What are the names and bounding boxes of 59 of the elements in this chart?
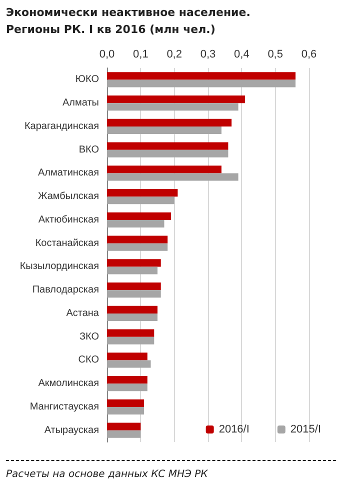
legend-label: 2016/I [218, 424, 250, 436]
bar [107, 360, 151, 368]
chart-title: Экономически неактивное население. Регионы РК. I кв 2016 (млн чел.) [6, 5, 252, 38]
y-tick-label: Павлодарская [32, 284, 99, 296]
text: Расчеты на основе данных КС МНЭ РК [6, 460, 336, 480]
y-tick-label: СКО [78, 354, 100, 366]
bar [107, 150, 228, 158]
bar [107, 282, 161, 290]
legend-label: 2015/I [290, 424, 322, 436]
y-tick-label: Алматы [62, 98, 99, 109]
bar [107, 259, 161, 267]
bar [107, 196, 174, 204]
bar [107, 376, 148, 384]
bar [107, 118, 232, 126]
bar [107, 266, 158, 274]
bar [107, 430, 141, 438]
x-tick-label: 0,4 [234, 48, 250, 60]
bar [107, 422, 141, 430]
bar [107, 212, 171, 220]
x-tick-label: 0,5 [268, 48, 283, 60]
y-tick-label: Мангистауская [30, 401, 99, 412]
bar [107, 399, 144, 407]
y-tick-label: Жамбылская [38, 191, 99, 202]
y-tick-label: Карагандинская [24, 120, 99, 132]
y-tick-label: Кызылординская [20, 261, 99, 272]
bar [107, 173, 238, 181]
bar [107, 126, 222, 134]
bar [107, 103, 238, 111]
x-tick-label: 0,2 [166, 48, 182, 60]
y-tick-label: Астана [66, 308, 100, 319]
bar [107, 329, 154, 337]
bar [107, 243, 168, 251]
bar [107, 188, 178, 197]
y-tick-label: ЮКО [75, 74, 100, 86]
bar [107, 72, 296, 80]
bar [107, 406, 144, 415]
bar [107, 384, 148, 392]
y-tick-label: ЗКО [79, 331, 100, 342]
bar [107, 80, 296, 88]
x-tick-label: 0,3 [200, 48, 216, 60]
x-tick-label: 0,0 [99, 48, 115, 60]
bar [107, 236, 168, 244]
bar [107, 336, 154, 344]
x-tick-label: 0,1 [133, 48, 148, 60]
x-tick-label: 0,6 [301, 48, 317, 60]
bar [107, 166, 222, 174]
y-tick-label: Атырауская [44, 424, 99, 436]
bar [107, 352, 148, 360]
y-tick-label: Костанайская [35, 238, 99, 249]
bar [107, 220, 164, 228]
bar [107, 313, 158, 322]
bar [107, 95, 246, 104]
y-tick-label: Акмолинская [38, 378, 99, 390]
bar [107, 290, 161, 298]
bar [107, 142, 228, 150]
y-tick-label: Алматинская [38, 168, 99, 179]
y-tick-label: Актюбинская [38, 214, 99, 226]
bar [107, 306, 158, 314]
y-tick-label: ВКО [78, 144, 100, 156]
